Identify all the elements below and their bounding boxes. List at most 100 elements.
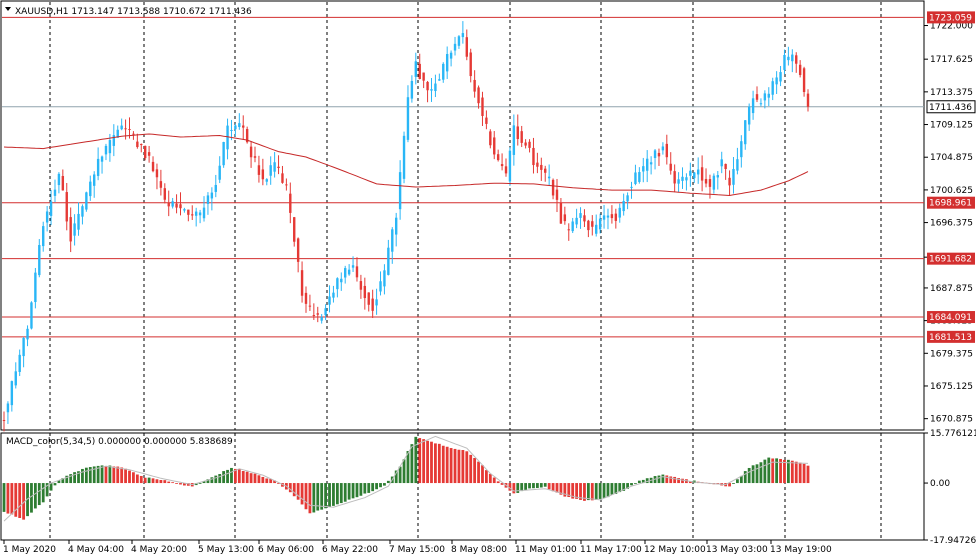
candle-body	[477, 87, 480, 104]
candle-body	[42, 226, 45, 247]
price-tick-label: 1722.000	[930, 22, 973, 32]
macd-bar	[304, 483, 308, 510]
price-tick-label: 1709.125	[930, 121, 973, 131]
macd-bar	[434, 443, 437, 484]
candle-body	[281, 173, 284, 183]
candle-body	[222, 142, 225, 166]
price-level-tag-label: 1723.059	[929, 13, 972, 23]
macd-bar	[520, 483, 524, 492]
candle-body	[340, 278, 343, 283]
macd-bar	[751, 465, 755, 484]
price-level-tag-label: 1691.682	[929, 255, 972, 265]
macd-bar	[563, 483, 567, 497]
candle-body	[520, 131, 523, 143]
macd-bar	[598, 483, 602, 499]
candle-body	[104, 145, 108, 155]
macd-bar	[375, 483, 378, 490]
macd-bar	[343, 483, 347, 502]
price-tick-label: 1687.875	[930, 284, 973, 294]
macd-bar	[233, 468, 237, 484]
candle-body	[214, 184, 217, 192]
macd-bar	[88, 467, 92, 484]
macd-bar	[18, 483, 22, 519]
candle-body	[394, 217, 398, 235]
price-level-tag	[927, 330, 975, 343]
candle-body	[85, 192, 88, 210]
macd-bar	[163, 480, 167, 484]
macd-bar	[273, 480, 277, 484]
candle-body	[324, 308, 327, 316]
macd-bar	[296, 483, 300, 500]
time-tick-label: 13 May 03:00	[706, 545, 768, 555]
candle-body	[426, 81, 429, 91]
candle-body	[579, 213, 582, 218]
candle-body	[689, 170, 692, 176]
candle-body	[516, 126, 519, 140]
macd-bar	[312, 483, 316, 513]
macd-bar	[14, 483, 18, 517]
macd-bar	[594, 483, 598, 500]
candle-body	[795, 55, 798, 64]
macd-bar	[532, 483, 535, 489]
candle-body	[45, 211, 49, 223]
candle-body	[787, 56, 790, 61]
macd-bar	[30, 483, 33, 513]
symbol-header[interactable]: XAUUSD,H1 1713.147 1713.588 1710.672 171…	[5, 7, 252, 17]
macd-bar	[124, 468, 127, 484]
macd-bar	[179, 483, 182, 485]
macd-bar	[539, 483, 543, 488]
macd-bar	[461, 450, 465, 484]
candle-body	[771, 81, 774, 95]
candle-body	[528, 141, 531, 148]
triangle-down-icon[interactable]	[5, 7, 11, 11]
macd-bar	[81, 468, 84, 484]
time-tick-label: 13 May 19:00	[770, 545, 832, 555]
candle-body	[26, 328, 29, 340]
price-level-tag	[927, 11, 975, 24]
candle-body	[496, 154, 500, 161]
candle-body	[700, 167, 704, 181]
macd-bar	[222, 471, 226, 484]
macd-bar	[516, 483, 520, 493]
moving-average-line	[3, 133, 809, 197]
macd-bar	[512, 483, 516, 494]
candle-body	[595, 224, 598, 234]
macd-bar	[634, 483, 637, 484]
macd-bar	[339, 483, 343, 504]
price-tick-label: 1696.375	[930, 219, 973, 229]
macd-signal-line	[3, 435, 809, 522]
candle-body	[504, 166, 508, 174]
time-tick-label: 8 May 08:00	[451, 545, 507, 555]
candle-body	[344, 268, 347, 278]
macd-bar	[143, 477, 147, 484]
macd-bar	[92, 466, 96, 484]
price-tick-label: 1675.125	[930, 382, 973, 392]
candle-body	[351, 265, 355, 268]
price-tick-label: 1704.875	[930, 153, 973, 163]
candle-body	[755, 94, 759, 100]
time-axis: 1 May 2020 4 May 04:00 4 May 20:00 5 May 13…	[3, 540, 832, 555]
macd-bar	[332, 483, 335, 506]
candle-body	[22, 337, 25, 357]
candle-body	[175, 203, 178, 208]
time-tick-label: 6 May 22:00	[322, 545, 378, 555]
candle-body	[77, 213, 80, 230]
price-level-tag	[927, 252, 975, 265]
macd-bar	[194, 483, 198, 486]
macd-bar	[457, 449, 461, 484]
macd-bar	[100, 465, 104, 484]
candle-body	[336, 278, 339, 290]
candle-body	[775, 77, 778, 85]
macd-bar	[763, 459, 767, 484]
candle-body	[791, 54, 794, 62]
candle-body	[712, 175, 716, 190]
macd-bar	[198, 483, 202, 484]
macd-bar	[657, 475, 661, 484]
candle-body	[704, 178, 708, 184]
macd-bar	[488, 473, 492, 484]
macd-bar	[626, 483, 629, 489]
macd-bar	[120, 467, 124, 484]
candle-body	[555, 189, 559, 200]
